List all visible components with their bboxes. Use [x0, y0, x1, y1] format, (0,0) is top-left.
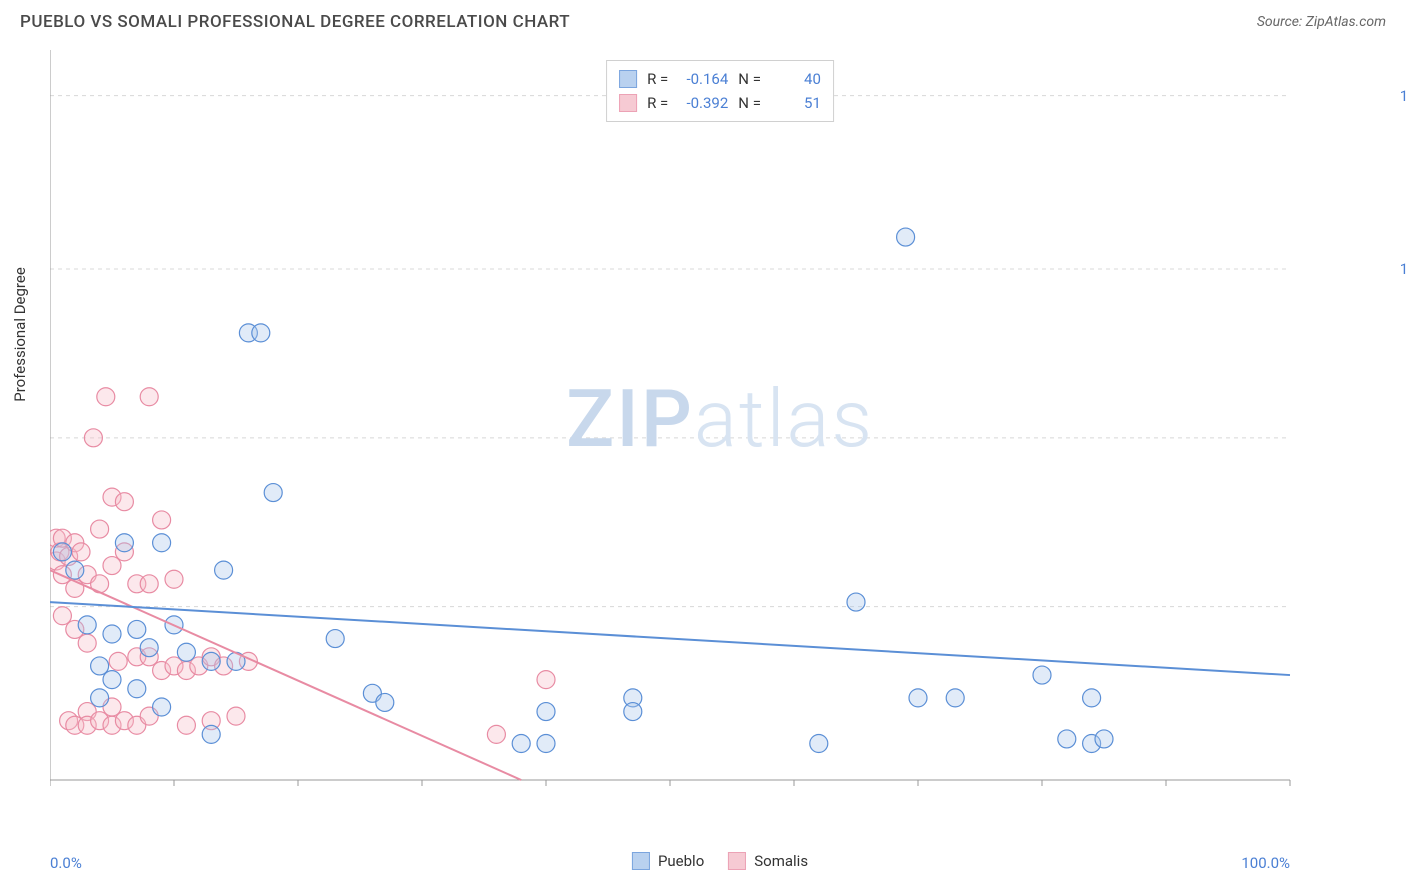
- data-point-pueblo: [252, 324, 270, 342]
- data-point-pueblo: [177, 643, 195, 661]
- data-point-pueblo: [153, 698, 171, 716]
- data-point-pueblo: [326, 630, 344, 648]
- data-point-pueblo: [512, 735, 530, 753]
- data-point-somalis: [140, 575, 158, 593]
- n-value: 51: [771, 91, 821, 115]
- data-point-pueblo: [103, 625, 121, 643]
- legend-swatch: [728, 852, 746, 870]
- data-point-pueblo: [624, 703, 642, 721]
- r-label: R =: [647, 67, 668, 91]
- data-point-pueblo: [1033, 666, 1051, 684]
- y-axis-label: Professional Degree: [11, 267, 29, 402]
- data-point-pueblo: [909, 689, 927, 707]
- legend-swatch: [632, 852, 650, 870]
- x-tick-label: 100.0%: [1241, 854, 1290, 872]
- data-point-somalis: [177, 716, 195, 734]
- data-point-pueblo: [91, 689, 109, 707]
- data-point-pueblo: [376, 693, 394, 711]
- data-point-somalis: [97, 388, 115, 406]
- data-point-pueblo: [53, 543, 71, 561]
- data-point-somalis: [115, 493, 133, 511]
- data-point-somalis: [91, 520, 109, 538]
- data-point-pueblo: [1095, 730, 1113, 748]
- data-point-pueblo: [1083, 689, 1101, 707]
- legend-swatch: [619, 94, 637, 112]
- r-value: -0.392: [678, 91, 728, 115]
- legend-row-pueblo: R = -0.164 N = 40: [619, 67, 821, 91]
- data-point-pueblo: [897, 228, 915, 246]
- data-point-pueblo: [103, 671, 121, 689]
- r-value: -0.164: [678, 67, 728, 91]
- data-point-pueblo: [1058, 730, 1076, 748]
- data-point-somalis: [537, 671, 555, 689]
- n-label: N =: [738, 91, 761, 115]
- data-point-pueblo: [537, 735, 555, 753]
- data-point-pueblo: [215, 561, 233, 579]
- trend-line-somalis: [50, 570, 521, 780]
- data-point-pueblo: [202, 652, 220, 670]
- correlation-legend: R = -0.164 N = 40 R = -0.392 N = 51: [606, 60, 834, 122]
- source-prefix: Source:: [1257, 14, 1306, 30]
- data-point-pueblo: [128, 620, 146, 638]
- data-point-somalis: [72, 543, 90, 561]
- x-tick-label: 0.0%: [50, 854, 82, 872]
- legend-swatch: [619, 70, 637, 88]
- data-point-pueblo: [946, 689, 964, 707]
- data-point-somalis: [78, 634, 96, 652]
- y-tick-label: 15.0%: [1400, 87, 1406, 105]
- data-point-pueblo: [810, 735, 828, 753]
- data-point-pueblo: [66, 561, 84, 579]
- data-point-pueblo: [115, 534, 133, 552]
- data-point-somalis: [487, 725, 505, 743]
- data-point-pueblo: [537, 703, 555, 721]
- legend-label: Pueblo: [658, 852, 704, 870]
- legend-label: Somalis: [754, 852, 808, 870]
- r-label: R =: [647, 91, 668, 115]
- chart-title: PUEBLO VS SOMALI PROFESSIONAL DEGREE COR…: [20, 12, 570, 32]
- legend-row-somalis: R = -0.392 N = 51: [619, 91, 821, 115]
- data-point-pueblo: [153, 534, 171, 552]
- data-point-pueblo: [78, 616, 96, 634]
- chart-container: Professional Degree ZIPatlas R =-0.164N …: [50, 50, 1390, 870]
- n-value: 40: [771, 67, 821, 91]
- n-label: N =: [738, 67, 761, 91]
- y-tick-label: 11.2%: [1400, 260, 1406, 278]
- data-point-pueblo: [847, 593, 865, 611]
- data-point-pueblo: [264, 484, 282, 502]
- data-point-pueblo: [202, 725, 220, 743]
- legend-item-pueblo: Pueblo: [632, 852, 704, 870]
- data-point-somalis: [153, 511, 171, 529]
- data-point-pueblo: [140, 639, 158, 657]
- data-point-somalis: [165, 570, 183, 588]
- data-point-somalis: [84, 429, 102, 447]
- source-attribution: Source: ZipAtlas.com: [1257, 14, 1386, 30]
- data-point-somalis: [140, 388, 158, 406]
- data-point-somalis: [227, 707, 245, 725]
- data-point-pueblo: [128, 680, 146, 698]
- scatter-plot: [50, 50, 1340, 820]
- legend-item-somalis: Somalis: [728, 852, 808, 870]
- data-point-somalis: [109, 652, 127, 670]
- chart-header: PUEBLO VS SOMALI PROFESSIONAL DEGREE COR…: [0, 0, 1406, 40]
- series-legend: Pueblo Somalis: [632, 852, 808, 870]
- source-name: ZipAtlas.com: [1306, 14, 1386, 30]
